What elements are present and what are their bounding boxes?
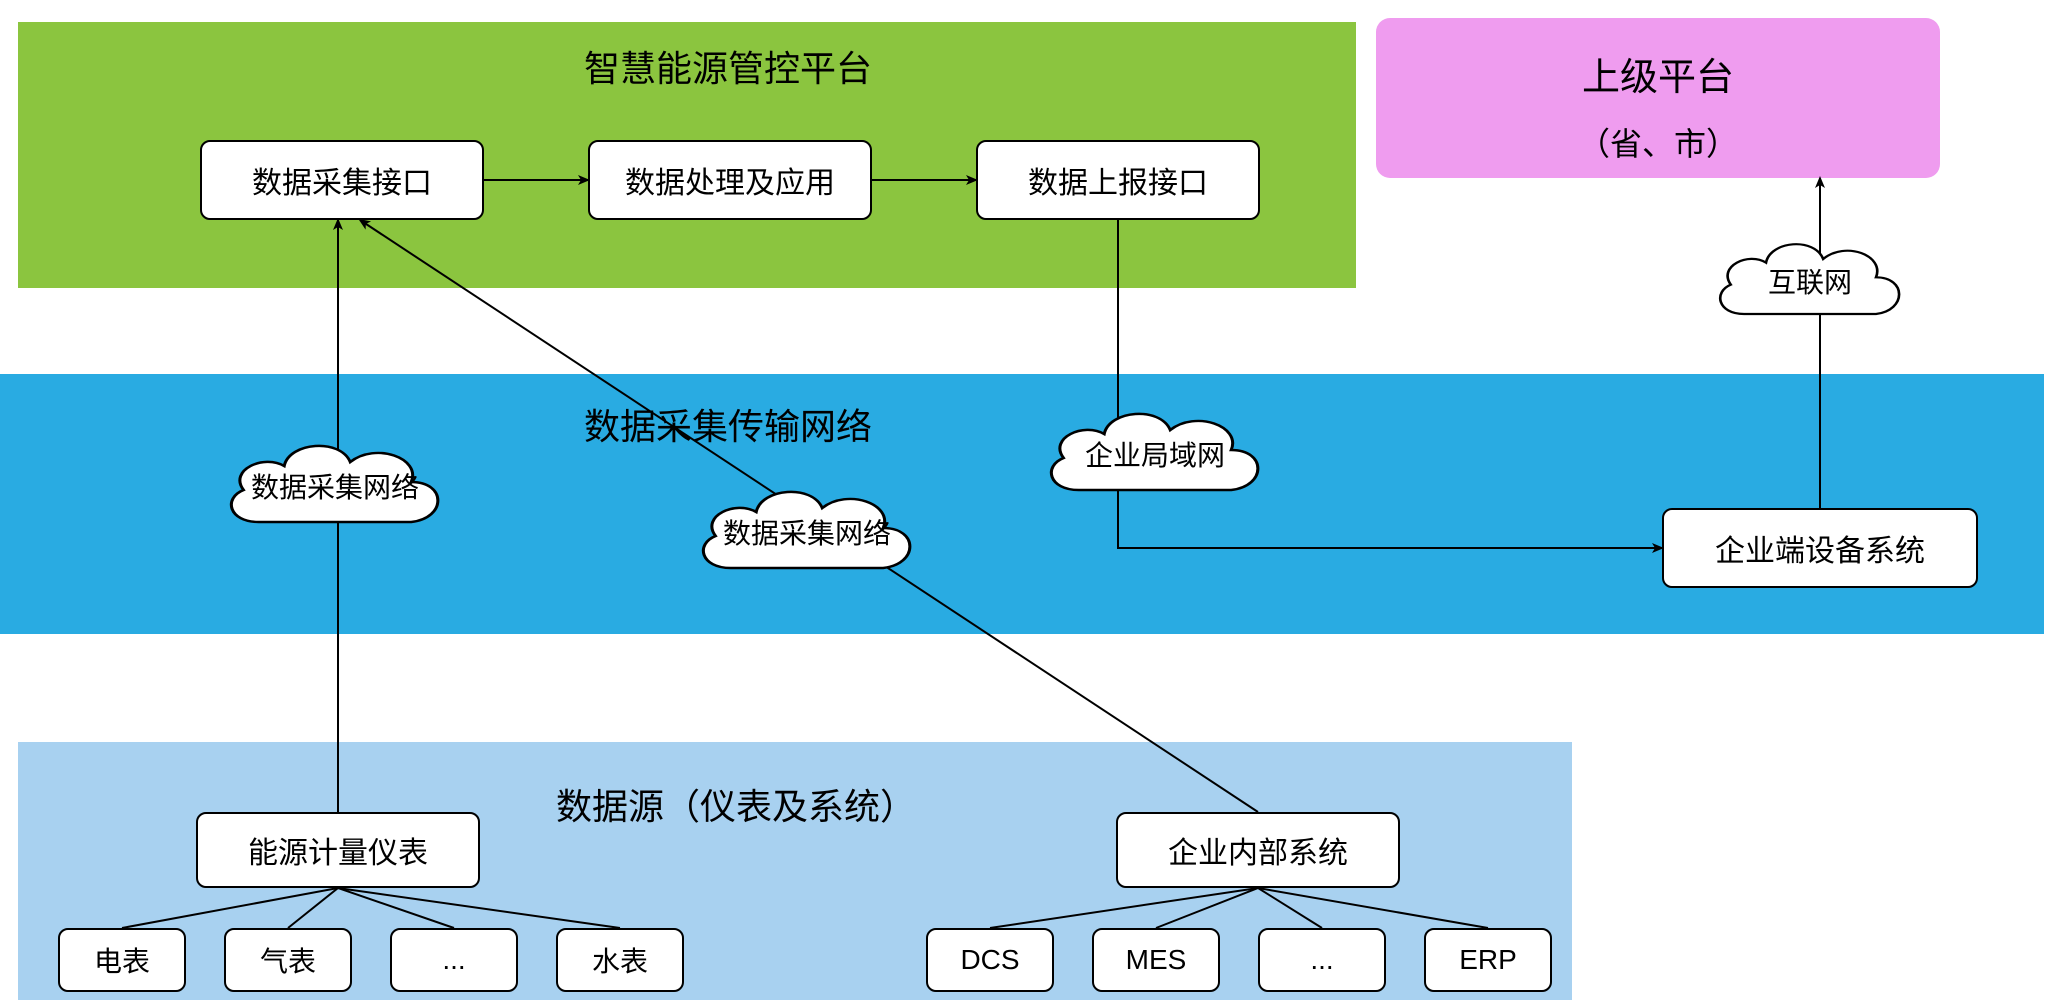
node-meter-4: 水表	[556, 928, 684, 992]
blue-title: 数据采集传输网络	[584, 398, 872, 450]
cloud-collect-network-2: 数据采集网络	[680, 472, 934, 592]
node-meter-3: ...	[390, 928, 518, 992]
node-meter-group: 能源计量仪表	[196, 812, 480, 888]
pink-subtitle: （省、市）	[1376, 119, 1940, 165]
green-title: 智慧能源管控平台	[584, 40, 872, 92]
node-sys-1: DCS	[926, 928, 1054, 992]
node-data-collect-interface: 数据采集接口	[200, 140, 484, 220]
cloud-internet: 互联网	[1700, 226, 1920, 336]
cloud-collect-network-1: 数据采集网络	[208, 426, 462, 546]
node-enterprise-device-system: 企业端设备系统	[1662, 508, 1978, 588]
pink-title: 上级平台	[1376, 46, 1940, 101]
layer-pink: 上级平台 （省、市）	[1376, 18, 1940, 178]
light-title: 数据源（仪表及系统）	[556, 778, 916, 830]
node-sys-4: ERP	[1424, 928, 1552, 992]
node-meter-1: 电表	[58, 928, 186, 992]
cloud-enterprise-lan: 企业局域网	[1028, 394, 1282, 514]
node-sys-2: MES	[1092, 928, 1220, 992]
node-data-process: 数据处理及应用	[588, 140, 872, 220]
node-system-group: 企业内部系统	[1116, 812, 1400, 888]
node-data-report-interface: 数据上报接口	[976, 140, 1260, 220]
node-sys-3: ...	[1258, 928, 1386, 992]
node-meter-2: 气表	[224, 928, 352, 992]
